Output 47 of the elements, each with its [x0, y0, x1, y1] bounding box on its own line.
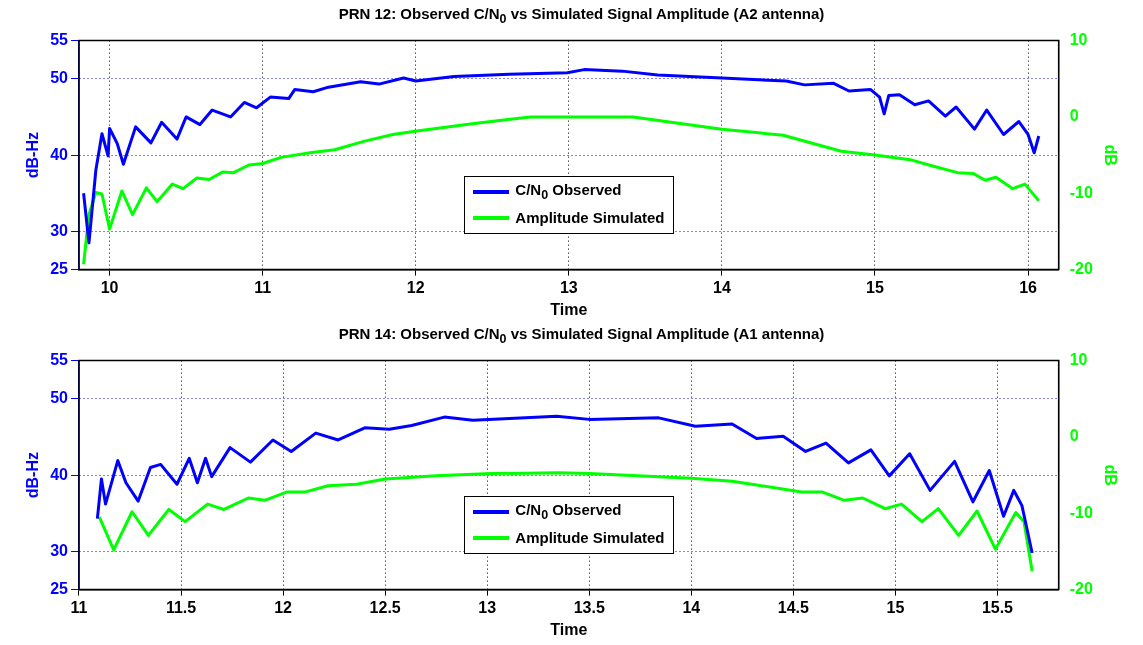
- y2-tick-label: 0: [1069, 427, 1079, 445]
- legend-label: Amplitude Simulated: [515, 529, 665, 547]
- x-tick-label: 11: [70, 598, 88, 616]
- y-tick-label: 40: [50, 145, 69, 163]
- x-tick-label: 16: [1019, 278, 1038, 296]
- y2-tick-label: -10: [1069, 183, 1093, 201]
- y-tick-label: 25: [50, 580, 69, 598]
- x-tick-label: 12.5: [369, 598, 401, 616]
- x-tick-label: 15: [886, 598, 905, 616]
- y2-tick-label: -20: [1069, 260, 1093, 278]
- y2-tick-label: 0: [1069, 107, 1079, 125]
- x-tick-label: 10: [100, 278, 119, 296]
- x-tick-label: 14: [682, 598, 701, 616]
- legend-label: C/N$_{0}$ Observed: [515, 501, 622, 523]
- x-tick-label: 15: [866, 278, 884, 296]
- chart-title: PRN 14: Observed C/N$_{0}$ vs Simulated Signal Amplitude (A1 antenna): [337, 324, 826, 348]
- x-tick-label: 11: [254, 278, 272, 296]
- legend-label: C/N$_{0}$ Observed: [515, 181, 622, 203]
- y2-tick-label: 10: [1069, 31, 1088, 49]
- x-tick-label: 15.5: [981, 598, 1014, 616]
- y-tick-label: 30: [50, 541, 69, 559]
- y2-tick-label: 10: [1069, 351, 1088, 369]
- y-tick-label: 55: [50, 351, 69, 369]
- y-tick-label: 55: [50, 31, 69, 49]
- x-tick-label: 12: [406, 278, 425, 296]
- x-axis-title: Time: [550, 620, 588, 638]
- y2-axis-title: dB: [1101, 144, 1119, 166]
- x-tick-label: 13: [478, 598, 497, 616]
- y2-axis-title: dB: [1101, 464, 1119, 486]
- x-axis-title: Time: [550, 300, 588, 318]
- y-tick-label: 50: [50, 69, 69, 87]
- x-tick-label: 12: [274, 598, 293, 616]
- y2-tick-label: -20: [1069, 580, 1093, 598]
- x-tick-label: 14: [713, 278, 731, 296]
- x-tick-label: 13.5: [573, 598, 605, 616]
- y-axis-title: dB-Hz: [24, 131, 42, 179]
- y-tick-label: 50: [50, 389, 69, 407]
- y-tick-label: 30: [50, 221, 69, 239]
- chart-title: PRN 12: Observed C/N$_{0}$ vs Simulated Signal Amplitude (A2 antenna): [337, 4, 826, 28]
- x-tick-label: 13: [559, 278, 578, 296]
- y2-tick-label: -10: [1069, 503, 1093, 521]
- x-tick-label: 14.5: [777, 598, 810, 616]
- y-tick-label: 40: [50, 465, 69, 483]
- y-tick-label: 25: [50, 260, 69, 278]
- legend-label: Amplitude Simulated: [515, 209, 665, 227]
- y-axis-title: dB-Hz: [24, 451, 42, 499]
- x-tick-label: 11.5: [165, 598, 197, 616]
